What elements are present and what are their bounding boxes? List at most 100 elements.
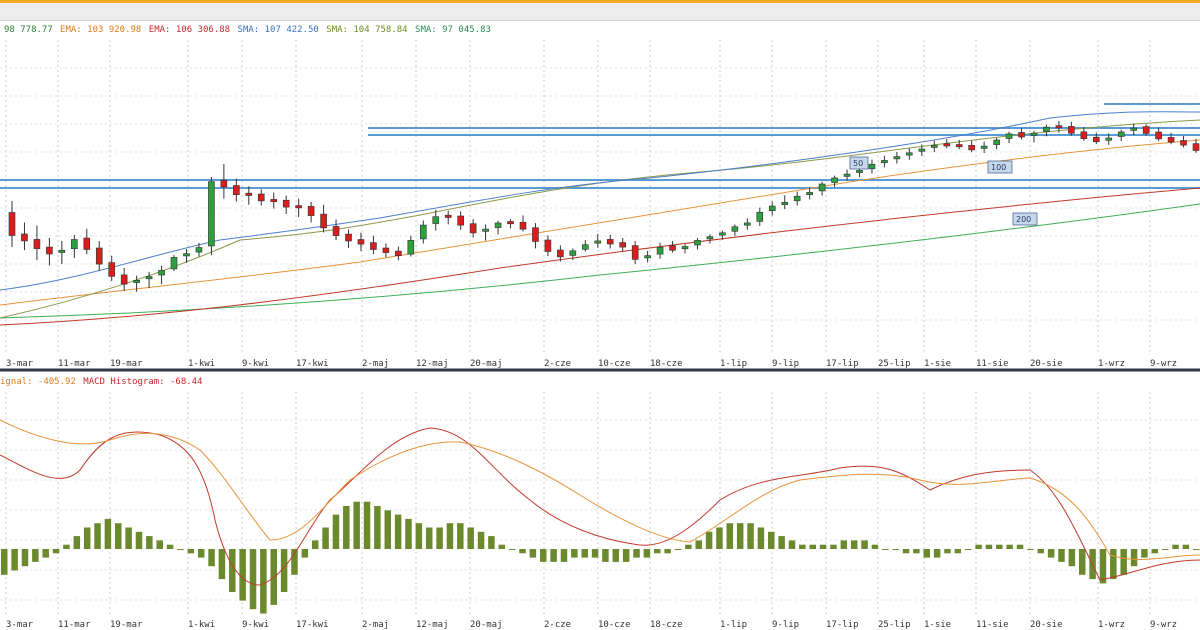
x-tick-label-top: 1-lip: [720, 359, 747, 369]
histogram-bar: [1016, 544, 1024, 549]
candle-bear: [33, 239, 41, 249]
histogram-bar: [260, 549, 267, 614]
moving-average-line: [0, 139, 1200, 306]
candle-bear: [95, 247, 103, 265]
histogram-bar: [747, 523, 754, 549]
candle-bear: [619, 242, 626, 248]
x-tick-label-top: 9-lip: [772, 359, 799, 369]
candle-bear: [108, 262, 116, 277]
histogram-bar: [591, 549, 599, 558]
histogram-bar: [94, 523, 101, 549]
x-tick-label-bottom: 1-wrz: [1098, 620, 1125, 630]
histogram-bar: [218, 549, 226, 580]
histogram-bar: [1006, 544, 1013, 549]
histogram-bar: [1, 549, 8, 575]
histogram-bar: [1099, 549, 1107, 584]
candle-bear: [21, 233, 28, 242]
histogram-bar: [840, 540, 848, 549]
histogram-bar: [768, 531, 775, 549]
histogram-bar: [1182, 544, 1190, 549]
histogram-bar: [446, 523, 454, 549]
candle-bear: [395, 250, 402, 257]
candle-bull: [145, 276, 153, 280]
candle-bear: [120, 274, 128, 285]
histogram-bar: [654, 549, 661, 554]
histogram-bar: [187, 549, 195, 554]
histogram-bar: [457, 523, 464, 549]
histogram-bar: [177, 549, 184, 550]
candle-bull: [419, 224, 427, 240]
candle-bear: [345, 233, 352, 242]
candle-bear: [1068, 126, 1075, 134]
x-tick-label-bottom: 9-kwi: [242, 620, 269, 630]
histogram-bar: [42, 549, 49, 558]
histogram-bar: [239, 549, 246, 601]
histogram-bar: [363, 501, 371, 549]
candle-bull: [831, 177, 838, 183]
candle-bull: [893, 156, 901, 160]
x-tick-label-bottom: 19-mar: [110, 620, 143, 630]
x-tick-label-top: 20-sie: [1030, 359, 1063, 369]
candle-bull: [681, 246, 689, 250]
candle-bear: [357, 239, 365, 245]
macd-legend: ignal: -405.92 MACD Histogram: -68.44: [0, 377, 203, 387]
x-tick-label-top: 19-mar: [110, 359, 143, 369]
candle-bear: [83, 237, 91, 250]
histogram-bar: [882, 549, 889, 550]
histogram-bar: [736, 523, 744, 549]
histogram-bar: [208, 549, 215, 567]
histogram-bar: [871, 544, 879, 549]
histogram-bar: [726, 523, 734, 549]
candle-bull: [195, 247, 203, 253]
x-tick-label-bottom: 18-cze: [650, 620, 683, 630]
x-tick-label-bottom: 11-sie: [976, 620, 1009, 630]
x-tick-label-top: 25-lip: [878, 359, 911, 369]
candle-bull: [58, 249, 66, 253]
macd-histogram: [1, 501, 1200, 614]
candle-bull: [71, 239, 78, 249]
candle-bear: [46, 246, 53, 255]
candle-bear: [257, 193, 265, 202]
x-tick-label-top: 17-lip: [826, 359, 859, 369]
histogram-bar: [643, 549, 651, 558]
candle-bear: [544, 239, 552, 252]
histogram-bar: [1058, 549, 1065, 562]
candle-bear: [943, 143, 951, 147]
histogram-bar: [1037, 549, 1045, 554]
moving-average-lines: [0, 111, 1200, 326]
candle-bear: [631, 245, 639, 260]
candle-bear: [1055, 125, 1063, 129]
histogram-bar: [197, 549, 205, 558]
histogram-bar: [1161, 549, 1169, 550]
histogram-bar: [944, 549, 951, 554]
histogram-bar: [1110, 549, 1117, 580]
candle-bull: [432, 216, 440, 224]
candle-bull: [881, 160, 888, 163]
histogram-bar: [685, 544, 692, 549]
window-header-bar: [0, 3, 1200, 21]
candle-bull: [494, 222, 502, 228]
candle-bull: [843, 173, 851, 177]
histogram-bar: [394, 514, 402, 549]
x-tick-label-top: 1-wrz: [1098, 359, 1125, 369]
candle-bull: [756, 211, 764, 222]
histogram-bar: [166, 544, 174, 549]
grid-lines: [0, 40, 1200, 615]
candle-bear: [320, 213, 327, 229]
ma-label-box: [849, 156, 869, 170]
candle-bear: [532, 227, 539, 242]
candle-bear: [8, 212, 16, 236]
histogram-bar: [374, 506, 381, 549]
candlesticks: [8, 121, 1200, 292]
histogram-bar: [1151, 549, 1159, 554]
histogram-bar: [799, 544, 806, 549]
x-axis-top: 3-mar 11-mar 19-mar 1-kwi 9-kwi 17-kwi 2-maj 12…: [6, 359, 1177, 369]
histogram-bar: [343, 506, 350, 549]
x-tick-label-bottom: 9-lip: [772, 620, 799, 630]
histogram-bar: [913, 549, 920, 554]
histogram-bar: [923, 549, 931, 558]
ma-period-labels: 50 100 200: [849, 156, 1038, 226]
histogram-bar: [1193, 549, 1200, 550]
macd-line: [0, 427, 1200, 586]
